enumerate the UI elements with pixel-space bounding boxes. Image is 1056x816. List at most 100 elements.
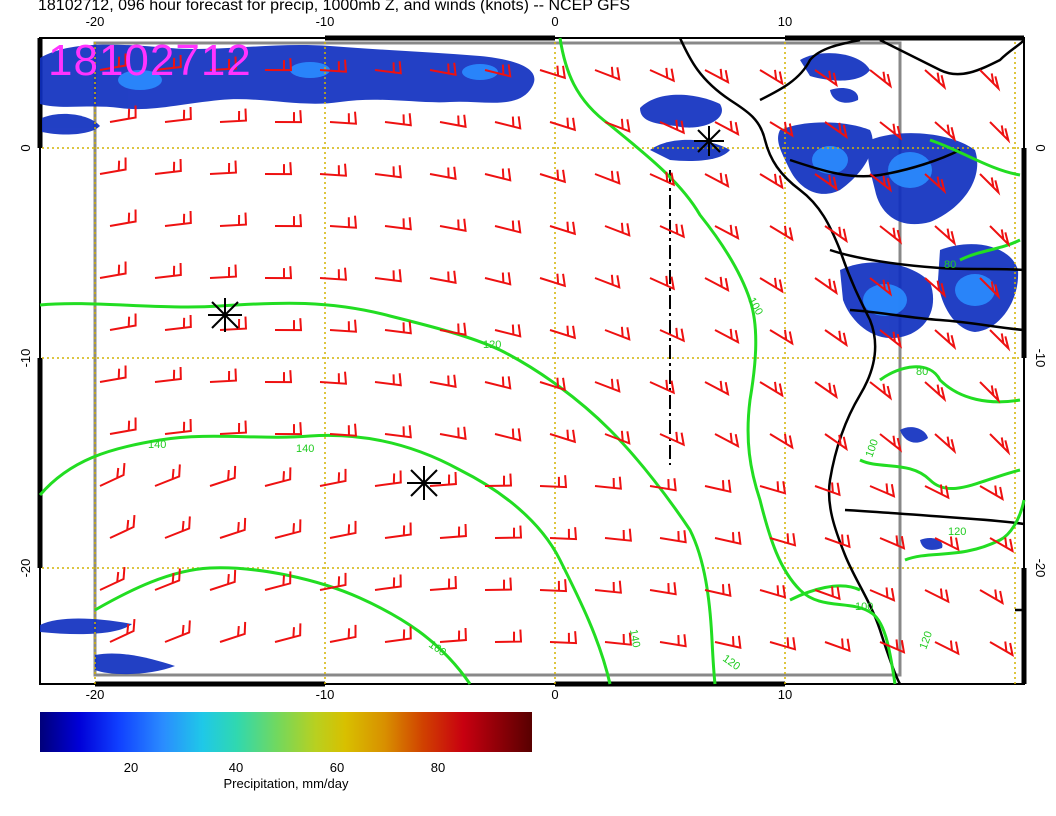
wind-barb	[384, 522, 412, 539]
svg-text:-10: -10	[18, 349, 33, 368]
wind-barb	[109, 417, 137, 435]
wind-barb	[329, 111, 358, 125]
precip-colorbar	[40, 712, 532, 752]
wind-barb	[484, 272, 512, 286]
wind-barb	[439, 322, 467, 337]
wind-barb	[209, 160, 238, 175]
svg-text:-10: -10	[316, 14, 335, 29]
cyclone-star-icon	[694, 126, 724, 156]
svg-text:10: 10	[778, 687, 792, 700]
wind-barb	[494, 220, 522, 234]
wind-barb	[594, 66, 621, 81]
wind-barb	[924, 484, 950, 500]
wind-barb	[539, 377, 567, 392]
wind-barb	[934, 225, 957, 247]
wind-barb	[824, 121, 848, 140]
wind-barb	[649, 67, 675, 83]
bottom-axis-labels: -20 -10 0 10	[86, 687, 793, 700]
wind-barb	[714, 635, 742, 650]
wind-barb	[209, 465, 237, 487]
svg-text:10: 10	[778, 14, 792, 29]
wind-barb	[549, 527, 578, 541]
wind-barb	[604, 632, 632, 646]
wind-barb	[99, 462, 126, 487]
wind-barb	[704, 583, 732, 598]
svg-text:-10: -10	[1033, 349, 1048, 368]
wind-barb	[109, 618, 136, 643]
wind-barb	[924, 277, 947, 299]
wind-barb	[264, 571, 292, 591]
svg-text:0: 0	[551, 687, 558, 700]
wind-barb	[924, 588, 950, 604]
wind-barb	[769, 433, 794, 450]
wind-barb	[769, 637, 797, 651]
colorbar-label: Precipitation, mm/day	[223, 776, 349, 791]
wind-barb	[979, 173, 1001, 196]
wind-barb	[429, 575, 457, 591]
wind-barb	[704, 479, 732, 494]
wind-barb	[494, 324, 522, 338]
colorbar-tick: 60	[329, 760, 345, 775]
wind-barb	[824, 638, 851, 653]
wind-barb	[989, 641, 1014, 657]
wind-barb	[99, 157, 127, 175]
wind-barb	[439, 523, 467, 539]
wind-barb	[319, 371, 348, 385]
wind-barb	[219, 108, 248, 123]
wind-barb	[219, 212, 248, 227]
wind-barb	[714, 224, 740, 240]
wind-barb	[979, 485, 1004, 501]
wind-barb	[429, 62, 457, 77]
wind-barb	[264, 162, 293, 176]
wind-barb	[649, 478, 677, 492]
svg-text:80: 80	[916, 366, 928, 378]
wind-barb	[154, 159, 182, 175]
wind-barb	[759, 381, 784, 398]
wind-barb	[374, 373, 402, 387]
svg-text:120: 120	[483, 339, 501, 351]
wind-barb	[164, 107, 192, 123]
wind-barb	[924, 69, 947, 91]
wind-barb	[649, 582, 677, 596]
wind-barb	[99, 53, 127, 71]
svg-text:0: 0	[551, 14, 558, 29]
wind-barb	[759, 173, 784, 190]
wind-barb	[429, 374, 457, 389]
wind-barb	[539, 475, 568, 489]
wind-barb	[549, 221, 577, 236]
wind-barb	[824, 534, 851, 549]
right-axis-labels: 0 -10 -20	[1033, 144, 1048, 577]
svg-text:140: 140	[296, 443, 314, 455]
wind-barb	[219, 621, 247, 643]
wind-barb	[869, 173, 893, 193]
wind-barb	[319, 59, 348, 73]
wind-barb	[604, 528, 632, 542]
wind-barb	[659, 634, 687, 648]
wind-barb	[439, 218, 467, 233]
wind-barb	[384, 217, 412, 231]
wind-barb	[769, 121, 794, 138]
wind-barb	[539, 65, 567, 80]
wind-barb	[649, 275, 675, 291]
svg-text:100: 100	[855, 601, 873, 613]
wind-barb	[439, 426, 467, 441]
wind-barb	[384, 626, 412, 643]
wind-barb	[869, 587, 896, 602]
wind-barb	[924, 381, 947, 403]
wind-barb	[209, 569, 237, 591]
svg-text:140: 140	[627, 628, 642, 648]
wind-barb	[99, 566, 126, 591]
svg-text:-20: -20	[18, 559, 33, 578]
wind-barb	[879, 433, 903, 453]
wind-barb	[274, 623, 302, 643]
wind-barb	[374, 574, 402, 591]
svg-text:0: 0	[1033, 144, 1048, 151]
map-title: 18102712, 096 hour forecast for precip, …	[38, 0, 630, 14]
wind-barb	[759, 585, 787, 599]
wind-barb	[824, 225, 848, 244]
wind-barb	[264, 266, 293, 280]
contour-labels: 120 100 140 140 160 140 120 100 80 100 1…	[148, 259, 966, 673]
wind-barb	[264, 467, 292, 487]
wind-barb	[319, 267, 348, 281]
wind-barb	[759, 481, 787, 495]
